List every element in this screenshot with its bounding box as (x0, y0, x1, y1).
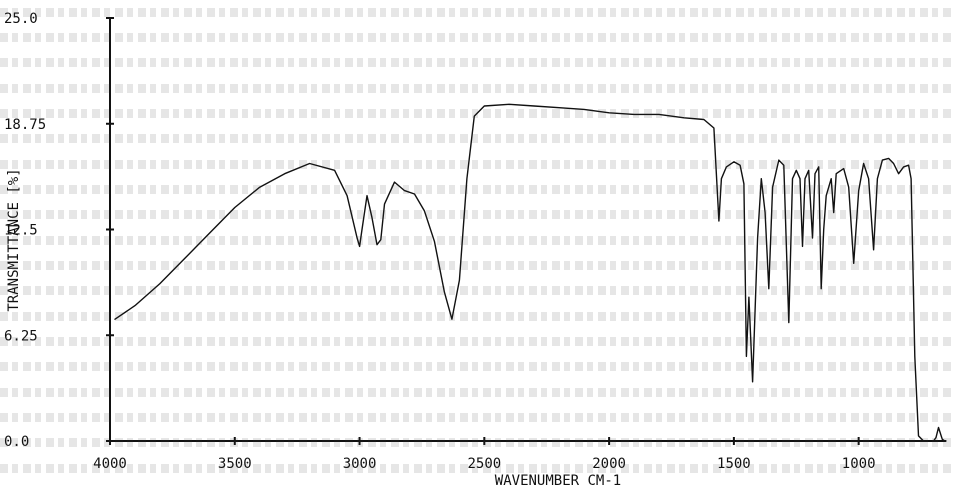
x-tick-label: 3000 (343, 456, 377, 472)
y-tick-label: 0.0 (4, 434, 29, 450)
ticks-layer (106, 17, 860, 445)
labels-layer: 0.0 6.25 12.5 18.75 25.0 4000 3500 3000 2500 2000… (4, 11, 876, 489)
x-tick-label: 2000 (592, 456, 626, 472)
x-tick-label: 1500 (717, 456, 751, 472)
y-tick-label: 25.0 (4, 11, 38, 27)
y-axis-label: TRANSMITTANCE [%] (6, 168, 22, 311)
series-layer (114, 103, 947, 442)
y-tick-label: 12.5 (4, 223, 38, 239)
spectrum-series-line-1 (114, 103, 947, 442)
y-tick-label: 18.75 (4, 117, 46, 133)
x-tick-label: 2500 (467, 456, 501, 472)
x-tick-label: 4000 (93, 456, 127, 472)
y-tick-label: 6.25 (4, 328, 38, 344)
x-tick-label: 3500 (218, 456, 252, 472)
x-tick-label: 1000 (842, 456, 876, 472)
x-axis-label: WAVENUMBER CM-1 (495, 473, 621, 489)
